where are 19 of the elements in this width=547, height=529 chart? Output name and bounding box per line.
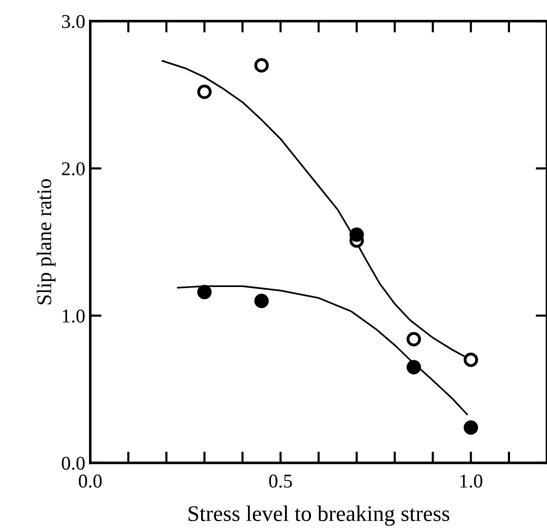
y-tick-label: 3.0 (62, 14, 85, 28)
x-tick-label: 0.5 (269, 474, 292, 488)
point (464, 352, 478, 368)
point (464, 420, 478, 435)
point (197, 284, 212, 300)
y-axis-title: Slip plane ratio (36, 179, 56, 304)
point (406, 360, 421, 374)
y-tick-label: 0.0 (62, 456, 85, 470)
point (254, 58, 269, 73)
x-tick-label: 1.0 (460, 474, 482, 488)
y-tick-label: 2.0 (62, 162, 85, 176)
point (406, 332, 421, 346)
x-tick-label: 0.0 (78, 474, 102, 488)
y-tick-label: 1.0 (62, 309, 85, 323)
point (254, 294, 269, 308)
point (197, 84, 212, 100)
line-series (176, 285, 468, 416)
point (349, 227, 364, 242)
x-axis-title: Stress level to breaking stress (188, 506, 450, 526)
